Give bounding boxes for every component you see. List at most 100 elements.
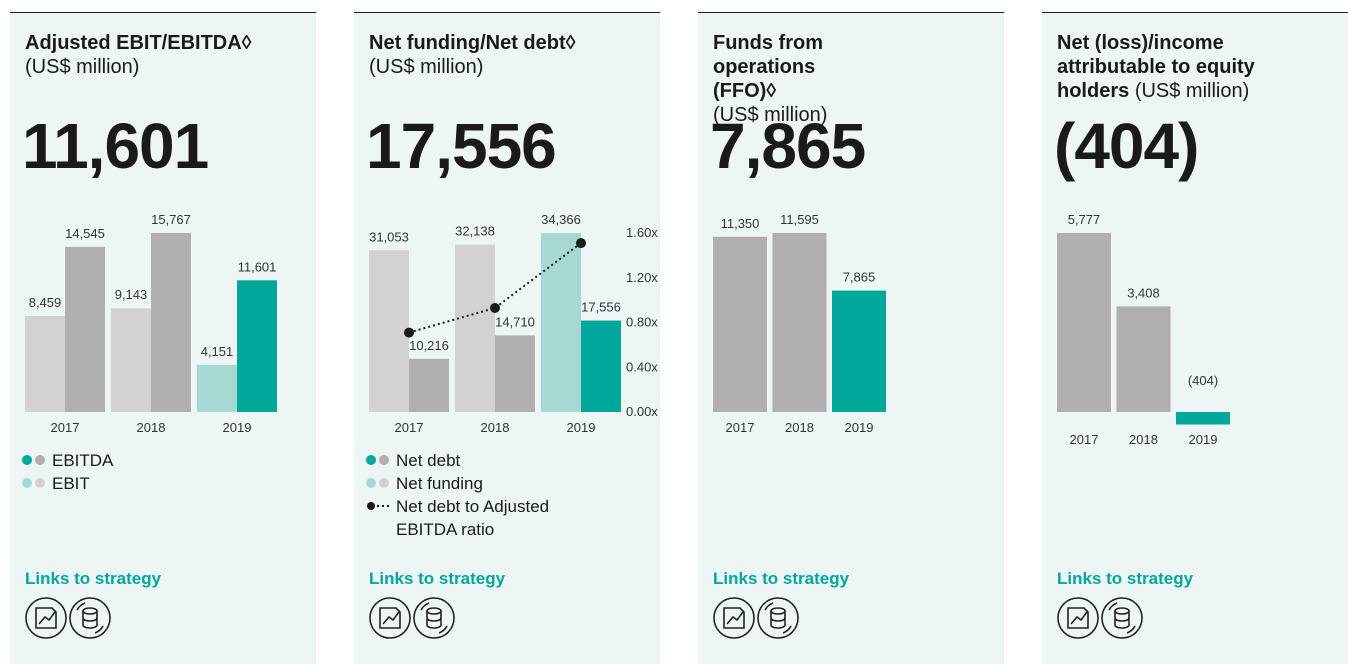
y2-tick-label: 0.40x xyxy=(626,359,658,374)
bar xyxy=(409,358,449,412)
ratio-point xyxy=(404,327,414,338)
icon-part xyxy=(379,607,401,629)
kpi-panel: Net (loss)/income attributable to equity… xyxy=(1042,12,1348,664)
links-heading: Links to strategy xyxy=(369,569,506,588)
icon-part xyxy=(82,611,98,629)
icon-part xyxy=(426,607,442,615)
strategy-icons xyxy=(1057,597,1143,639)
icon-part xyxy=(1108,602,1136,634)
strategy-icons xyxy=(25,597,111,639)
icon-part xyxy=(764,602,792,634)
x-tick-label: 2017 xyxy=(1070,432,1099,447)
x-tick-label: 2019 xyxy=(845,420,874,435)
icon-part xyxy=(420,602,448,634)
legend-dot xyxy=(367,502,375,510)
bar xyxy=(541,233,581,412)
value-label: 11,595 xyxy=(780,212,819,227)
bar xyxy=(1057,233,1111,412)
headline-value: 11,601 xyxy=(22,110,209,182)
panel-title: Net funding/Net debt◊ xyxy=(369,32,576,54)
bar xyxy=(455,244,495,412)
bar xyxy=(197,364,237,412)
legend-entry: Net debt xyxy=(366,449,606,472)
links-heading: Links to strategy xyxy=(25,569,162,588)
bar xyxy=(369,250,409,412)
icon-part xyxy=(770,607,786,615)
panel-heading: Adjusted EBIT/EBITDA◊ (US$ million) xyxy=(25,31,255,79)
bar xyxy=(581,320,621,412)
value-label: 9,143 xyxy=(115,287,148,302)
icon-part xyxy=(82,607,98,615)
bar xyxy=(832,290,886,412)
headline-value: 17,556 xyxy=(366,110,557,182)
value-label: (404) xyxy=(1188,373,1218,388)
x-tick-label: 2019 xyxy=(567,420,596,435)
value-label: 34,366 xyxy=(541,212,581,227)
x-tick-label: 2018 xyxy=(1129,432,1158,447)
y2-tick-label: 1.60x xyxy=(626,225,658,240)
panel-subtitle: (US$ million) xyxy=(1134,80,1250,102)
value-label: 15,767 xyxy=(151,212,191,227)
x-tick-label: 2018 xyxy=(481,420,510,435)
legend-symbol xyxy=(366,455,389,465)
legend-symbol xyxy=(22,478,45,488)
legend-label: Net debt xyxy=(396,451,461,470)
icon-part xyxy=(35,607,57,629)
legend-dot xyxy=(379,455,389,465)
legend-dot xyxy=(379,478,389,488)
value-label: 11,350 xyxy=(721,216,760,231)
value-label: 4,151 xyxy=(201,344,234,359)
kpi-panel: Net funding/Net debt◊ (US$ million) 17,55… xyxy=(354,12,660,664)
icon-part xyxy=(426,611,442,629)
legend-entry: EBIT xyxy=(22,472,262,495)
value-label: 3,408 xyxy=(1127,285,1160,300)
legend: Net debt Net funding Net debt to Adjusted … xyxy=(366,449,606,541)
icon-part xyxy=(757,597,799,639)
x-tick-label: 2018 xyxy=(137,420,166,435)
y2-tick-label: 1.20x xyxy=(626,270,658,285)
panel-subtitle: (US$ million) xyxy=(25,56,140,78)
legend-dot xyxy=(35,478,45,488)
value-label: 7,865 xyxy=(843,270,876,285)
headline-value: 7,865 xyxy=(710,110,866,182)
legend-entry: EBITDA xyxy=(22,449,262,472)
legend-entry: Net funding xyxy=(366,472,606,495)
y2-tick-label: 0.80x xyxy=(626,315,658,330)
panel-title: Funds from operations (FFO)◊ xyxy=(713,32,823,102)
ratio-point xyxy=(576,238,586,249)
value-label: 31,053 xyxy=(369,229,409,244)
bar xyxy=(151,233,191,412)
value-label: 17,556 xyxy=(581,300,621,315)
bar xyxy=(65,246,105,412)
bar xyxy=(495,335,535,412)
legend-symbol xyxy=(366,478,389,488)
icon-part xyxy=(25,597,67,639)
legend-label: EBIT xyxy=(52,474,90,493)
legend-symbol xyxy=(22,455,45,465)
value-label: 10,216 xyxy=(409,338,449,353)
bar xyxy=(1176,412,1230,425)
chart: 8,459 14,545 2017 9,143 15,767 2018 4,151 11,60… xyxy=(25,212,277,435)
legend-dot xyxy=(35,455,45,465)
y2-tick-label: 0.00x xyxy=(626,404,658,419)
kpi-panel: Funds from operations (FFO)◊ (US$ millio… xyxy=(698,12,1004,664)
panel-heading: Net (loss)/income attributable to equity… xyxy=(1057,31,1327,103)
panel-heading: Funds from operations (FFO)◊ (US$ millio… xyxy=(713,31,873,127)
value-label: 14,710 xyxy=(495,314,535,329)
chart: 31,053 10,216 2017 32,138 14,710 2018 34,366 17… xyxy=(369,212,658,435)
panel-subtitle: (US$ million) xyxy=(713,104,828,126)
legend: EBITDA EBIT xyxy=(22,449,262,495)
x-tick-label: 2018 xyxy=(785,420,814,435)
bar xyxy=(25,315,65,412)
x-tick-label: 2017 xyxy=(395,420,424,435)
bar xyxy=(111,308,151,412)
x-tick-label: 2019 xyxy=(223,420,252,435)
links-heading: Links to strategy xyxy=(713,569,850,588)
icon-part xyxy=(723,607,745,629)
headline-value: (404) xyxy=(1054,110,1199,182)
panel-title: Net (loss)/income attributable to equity… xyxy=(1057,32,1255,102)
icon-part xyxy=(413,597,455,639)
value-label: 11,601 xyxy=(238,259,277,274)
legend-dot xyxy=(22,478,32,488)
